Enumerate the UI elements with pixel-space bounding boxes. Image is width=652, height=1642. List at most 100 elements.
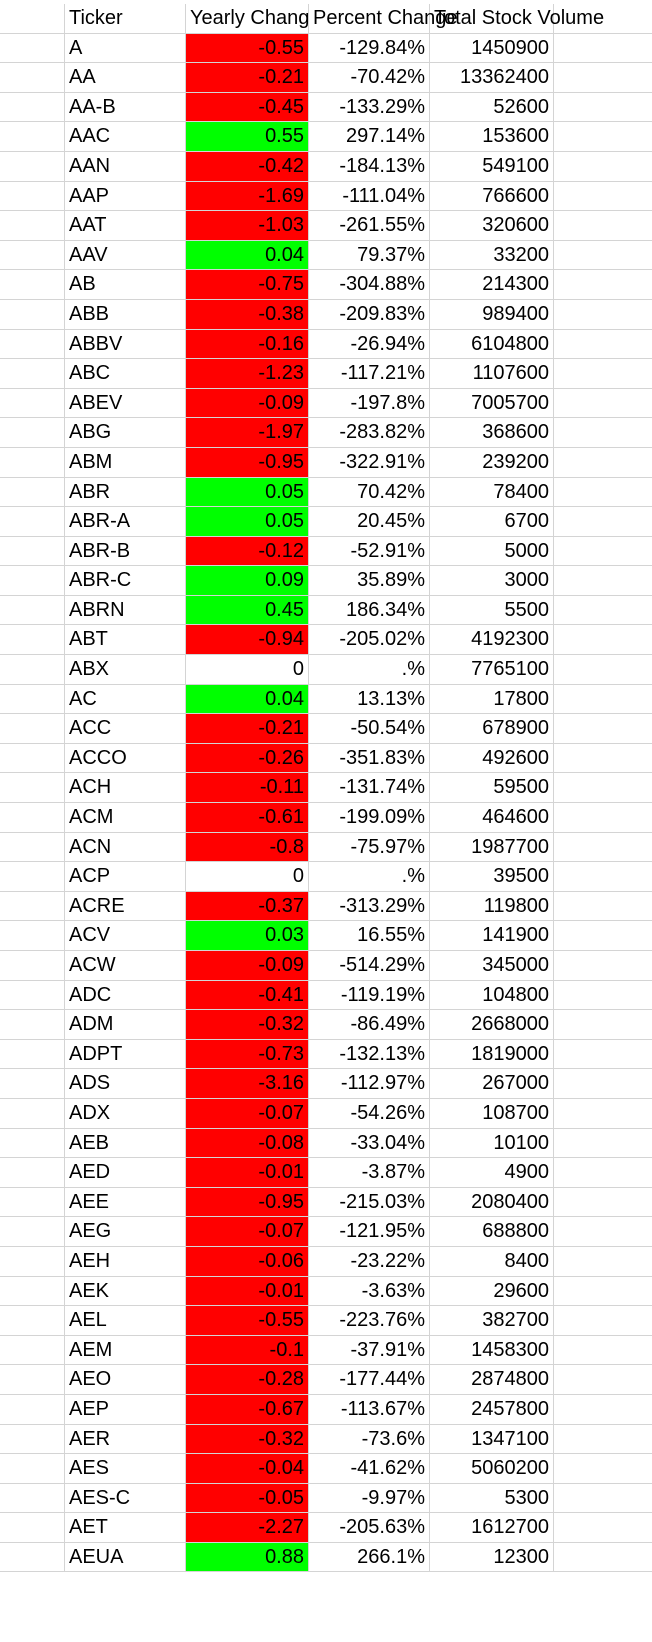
total-stock-volume-cell[interactable]: 1347100 bbox=[430, 1424, 554, 1454]
row-number-cell[interactable] bbox=[0, 1039, 65, 1069]
ticker-cell[interactable]: AAP bbox=[65, 181, 186, 211]
percent-change-cell[interactable]: -37.91% bbox=[309, 1335, 430, 1365]
header-percent-change[interactable]: Percent Change bbox=[309, 4, 458, 33]
empty-cell[interactable] bbox=[554, 1217, 652, 1246]
row-number-cell[interactable] bbox=[0, 240, 65, 270]
yearly-change-cell[interactable]: -0.41 bbox=[186, 980, 309, 1010]
ticker-cell[interactable]: ADX bbox=[65, 1098, 186, 1128]
row-number-cell[interactable] bbox=[0, 122, 65, 151]
empty-cell[interactable] bbox=[554, 655, 652, 684]
ticker-cell[interactable]: ACN bbox=[65, 832, 186, 862]
yearly-change-cell[interactable]: 0.05 bbox=[186, 477, 309, 507]
row-number-cell[interactable] bbox=[0, 1187, 65, 1217]
ticker-cell[interactable]: ABB bbox=[65, 299, 186, 329]
percent-change-cell[interactable]: -113.67% bbox=[309, 1394, 430, 1424]
empty-cell[interactable] bbox=[554, 1454, 652, 1483]
empty-cell[interactable] bbox=[554, 1158, 652, 1187]
header-yearly-change[interactable]: Yearly Change bbox=[186, 4, 320, 33]
row-number-cell[interactable] bbox=[0, 625, 65, 655]
yearly-change-cell[interactable]: -0.01 bbox=[186, 1276, 309, 1306]
percent-change-cell[interactable]: -514.29% bbox=[309, 951, 430, 980]
total-stock-volume-cell[interactable]: 688800 bbox=[430, 1217, 554, 1246]
total-stock-volume-cell[interactable]: 1107600 bbox=[430, 359, 554, 388]
row-number-cell[interactable] bbox=[0, 803, 65, 832]
empty-cell[interactable] bbox=[554, 921, 652, 950]
percent-change-cell[interactable]: -223.76% bbox=[309, 1306, 430, 1335]
empty-cell[interactable] bbox=[554, 537, 652, 566]
total-stock-volume-cell[interactable]: 239200 bbox=[430, 447, 554, 477]
percent-change-cell[interactable]: -26.94% bbox=[309, 329, 430, 359]
total-stock-volume-cell[interactable]: 320600 bbox=[430, 211, 554, 240]
percent-change-cell[interactable]: -70.42% bbox=[309, 63, 430, 92]
yearly-change-cell[interactable]: -0.73 bbox=[186, 1039, 309, 1069]
total-stock-volume-cell[interactable]: 2080400 bbox=[430, 1187, 554, 1217]
percent-change-cell[interactable]: 16.55% bbox=[309, 921, 430, 950]
percent-change-cell[interactable]: -322.91% bbox=[309, 447, 430, 477]
row-number-cell[interactable] bbox=[0, 1424, 65, 1454]
empty-cell[interactable] bbox=[554, 1306, 652, 1335]
yearly-change-cell[interactable]: -0.12 bbox=[186, 536, 309, 566]
total-stock-volume-cell[interactable]: 153600 bbox=[430, 122, 554, 151]
row-number-cell[interactable] bbox=[0, 714, 65, 743]
total-stock-volume-cell[interactable]: 104800 bbox=[430, 980, 554, 1010]
total-stock-volume-cell[interactable]: 382700 bbox=[430, 1306, 554, 1335]
yearly-change-cell[interactable]: -0.67 bbox=[186, 1394, 309, 1424]
empty-cell[interactable] bbox=[554, 1395, 652, 1424]
row-number-cell[interactable] bbox=[0, 181, 65, 211]
yearly-change-cell[interactable]: -0.26 bbox=[186, 743, 309, 773]
total-stock-volume-cell[interactable]: 8400 bbox=[430, 1246, 554, 1276]
yearly-change-cell[interactable]: -0.37 bbox=[186, 891, 309, 921]
empty-cell[interactable] bbox=[554, 241, 652, 270]
percent-change-cell[interactable]: -23.22% bbox=[309, 1246, 430, 1276]
percent-change-cell[interactable]: -86.49% bbox=[309, 1010, 430, 1039]
row-number-cell[interactable] bbox=[0, 477, 65, 507]
ticker-cell[interactable]: ADS bbox=[65, 1069, 186, 1098]
row-number-cell[interactable] bbox=[0, 1365, 65, 1394]
ticker-cell[interactable]: AER bbox=[65, 1424, 186, 1454]
total-stock-volume-cell[interactable]: 5500 bbox=[430, 595, 554, 625]
ticker-cell[interactable]: AES bbox=[65, 1454, 186, 1483]
ticker-cell[interactable]: ABR-C bbox=[65, 566, 186, 595]
row-number-cell[interactable] bbox=[0, 1306, 65, 1335]
yearly-change-cell[interactable]: -0.09 bbox=[186, 951, 309, 980]
empty-cell[interactable] bbox=[554, 359, 652, 388]
yearly-change-cell[interactable]: 0.55 bbox=[186, 122, 309, 151]
percent-change-cell[interactable]: -129.84% bbox=[309, 33, 430, 63]
percent-change-cell[interactable]: -205.63% bbox=[309, 1513, 430, 1542]
total-stock-volume-cell[interactable]: 345000 bbox=[430, 951, 554, 980]
row-number-cell[interactable] bbox=[0, 1010, 65, 1039]
row-number-cell[interactable] bbox=[0, 151, 65, 181]
total-stock-volume-cell[interactable]: 4900 bbox=[430, 1158, 554, 1187]
percent-change-cell[interactable]: -351.83% bbox=[309, 743, 430, 773]
total-stock-volume-cell[interactable]: 119800 bbox=[430, 891, 554, 921]
ticker-cell[interactable]: AC bbox=[65, 684, 186, 714]
ticker-cell[interactable]: AEE bbox=[65, 1187, 186, 1217]
yearly-change-cell[interactable]: -0.21 bbox=[186, 714, 309, 743]
yearly-change-cell[interactable]: -0.8 bbox=[186, 832, 309, 862]
percent-change-cell[interactable]: 297.14% bbox=[309, 122, 430, 151]
percent-change-cell[interactable]: -313.29% bbox=[309, 891, 430, 921]
percent-change-cell[interactable]: -33.04% bbox=[309, 1128, 430, 1158]
percent-change-cell[interactable]: -75.97% bbox=[309, 832, 430, 862]
empty-cell[interactable] bbox=[554, 1069, 652, 1098]
ticker-cell[interactable]: AES-C bbox=[65, 1483, 186, 1513]
row-number-cell[interactable] bbox=[0, 1098, 65, 1128]
row-number-cell[interactable] bbox=[0, 1158, 65, 1187]
percent-change-cell[interactable]: -184.13% bbox=[309, 151, 430, 181]
total-stock-volume-cell[interactable]: 1819000 bbox=[430, 1039, 554, 1069]
empty-cell[interactable] bbox=[554, 773, 652, 802]
empty-cell[interactable] bbox=[554, 1099, 652, 1128]
yearly-change-cell[interactable]: -3.16 bbox=[186, 1069, 309, 1098]
ticker-cell[interactable]: ABC bbox=[65, 359, 186, 388]
row-number-cell[interactable] bbox=[0, 1128, 65, 1158]
row-number-cell[interactable] bbox=[0, 1246, 65, 1276]
total-stock-volume-cell[interactable]: 10100 bbox=[430, 1128, 554, 1158]
ticker-cell[interactable]: A bbox=[65, 33, 186, 63]
ticker-cell[interactable]: ABR-A bbox=[65, 507, 186, 536]
yearly-change-cell[interactable]: 0 bbox=[186, 862, 309, 891]
row-number-cell[interactable] bbox=[0, 388, 65, 418]
yearly-change-cell[interactable]: -0.55 bbox=[186, 1306, 309, 1335]
ticker-cell[interactable]: AAV bbox=[65, 240, 186, 270]
ticker-cell[interactable]: ABG bbox=[65, 418, 186, 447]
total-stock-volume-cell[interactable]: 12300 bbox=[430, 1542, 554, 1572]
